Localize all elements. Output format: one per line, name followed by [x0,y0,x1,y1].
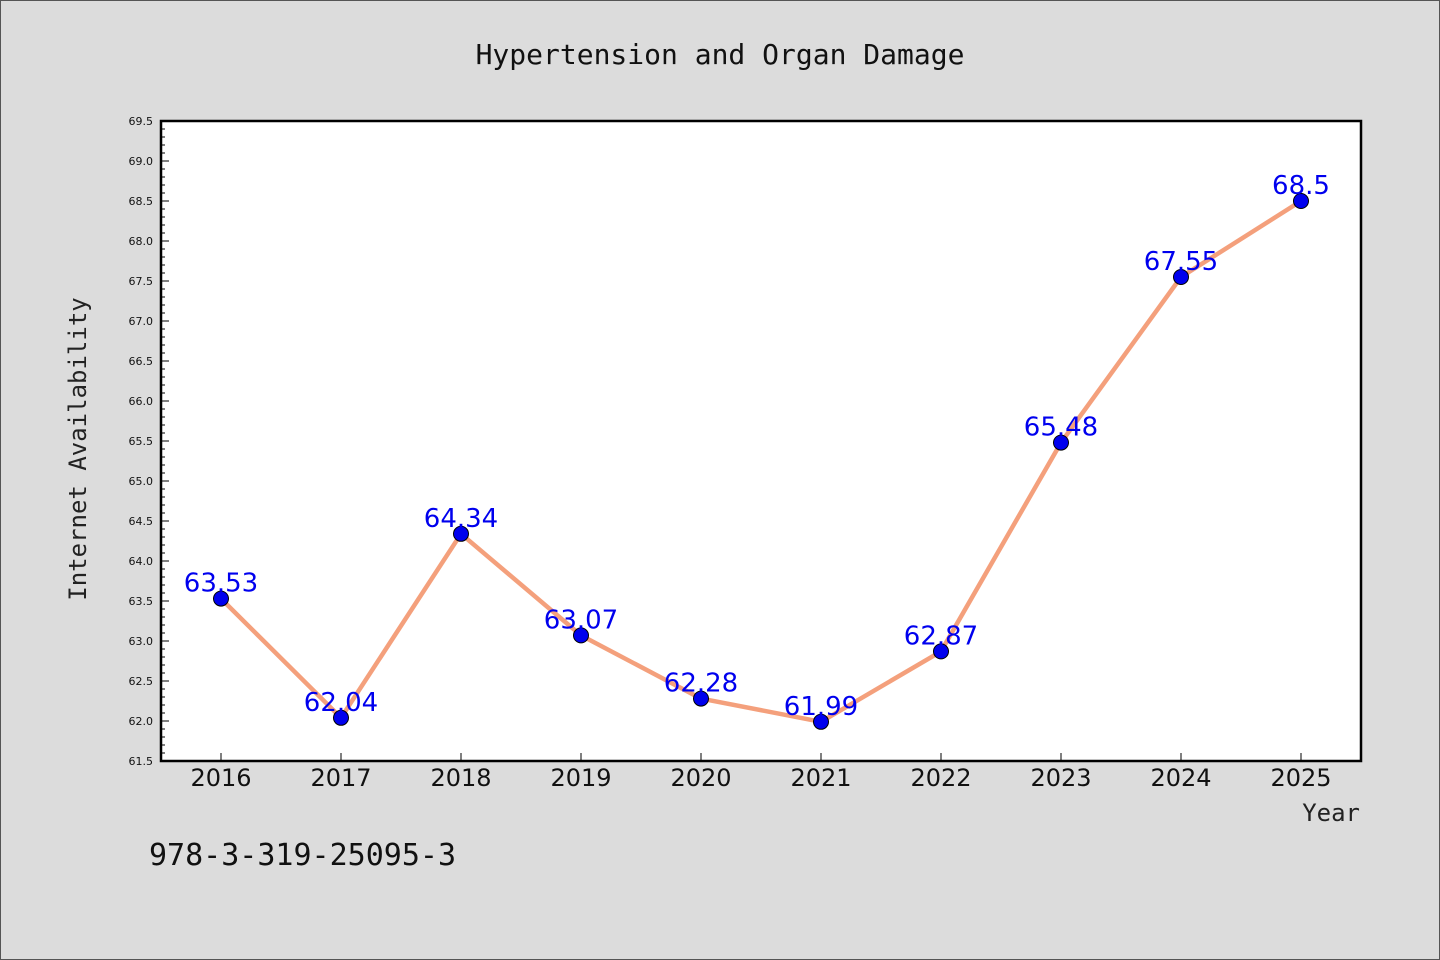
data-label: 68.5 [1272,171,1330,201]
y-axis-ticks: 61.5 62.0 62.5 63.0 63.5 64.0 64.5 65.0 65.5 66.0… [129,115,169,768]
data-point [1293,193,1309,209]
series-line [218,198,1304,725]
x-axis-ticks: 2016 2017 2018 2019 2020 2021 2022 2023 2024 2025 [190,753,1332,792]
y-tick-label: 65.5 [129,435,154,448]
x-tick-label: 2024 [1150,764,1211,792]
data-point [333,709,349,726]
data-point [933,643,949,660]
y-tick-label: 68.5 [129,195,154,208]
data-label: 62.87 [904,621,978,651]
data-label: 61.99 [784,692,858,722]
x-tick-label: 2020 [670,764,731,792]
y-axis-label: Internet Availability [64,297,92,600]
data-label: 67.55 [1144,247,1218,277]
plot-frame [159,119,1363,763]
x-tick-label: 2021 [790,764,851,792]
x-tick-label: 2017 [310,764,371,792]
data-point [453,525,469,542]
y-tick-label: 68.0 [129,235,154,248]
data-label: 64.34 [424,504,498,534]
y-tick-label: 69.5 [129,115,154,128]
y-tick-label: 63.0 [129,635,154,648]
x-tick-label: 2023 [1030,764,1091,792]
plot-area [161,121,1361,761]
y-tick-label: 66.5 [129,355,154,368]
x-axis-label: Year [1302,799,1360,827]
data-point [213,590,229,607]
isbn-footnote: 978-3-319-25095-3 [149,838,456,873]
y-tick-label: 64.5 [129,515,154,528]
x-tick-label: 2022 [910,764,971,792]
data-point [693,690,709,707]
y-tick-label: 61.5 [129,755,154,768]
data-label: 63.07 [544,605,618,635]
y-tick-label: 67.5 [129,275,154,288]
x-tick-label: 2025 [1270,764,1331,792]
data-label: 65.48 [1024,413,1098,443]
data-point [813,713,829,730]
y-tick-label: 66.0 [129,395,154,408]
data-label: 62.04 [304,688,378,718]
data-point [573,627,589,644]
x-tick-label: 2018 [430,764,491,792]
data-point [1173,269,1189,285]
y-tick-label: 67.0 [129,315,154,328]
x-tick-label: 2019 [550,764,611,792]
y-tick-label: 62.0 [129,715,154,728]
y-tick-label: 64.0 [129,555,154,568]
y-tick-label: 69.0 [129,155,154,168]
data-point [1053,434,1069,451]
data-series: 63.53 62.04 64.34 63.07 62.28 61.99 62.87 65.48… [184,171,1330,730]
y-tick-label: 62.5 [129,675,154,688]
chart-title: Hypertension and Organ Damage [476,38,965,71]
y-tick-label: 65.0 [129,475,154,488]
y-tick-label: 63.5 [129,595,154,608]
data-label: 63.53 [184,569,258,599]
data-label: 62.28 [664,669,738,699]
x-tick-label: 2016 [190,764,251,792]
